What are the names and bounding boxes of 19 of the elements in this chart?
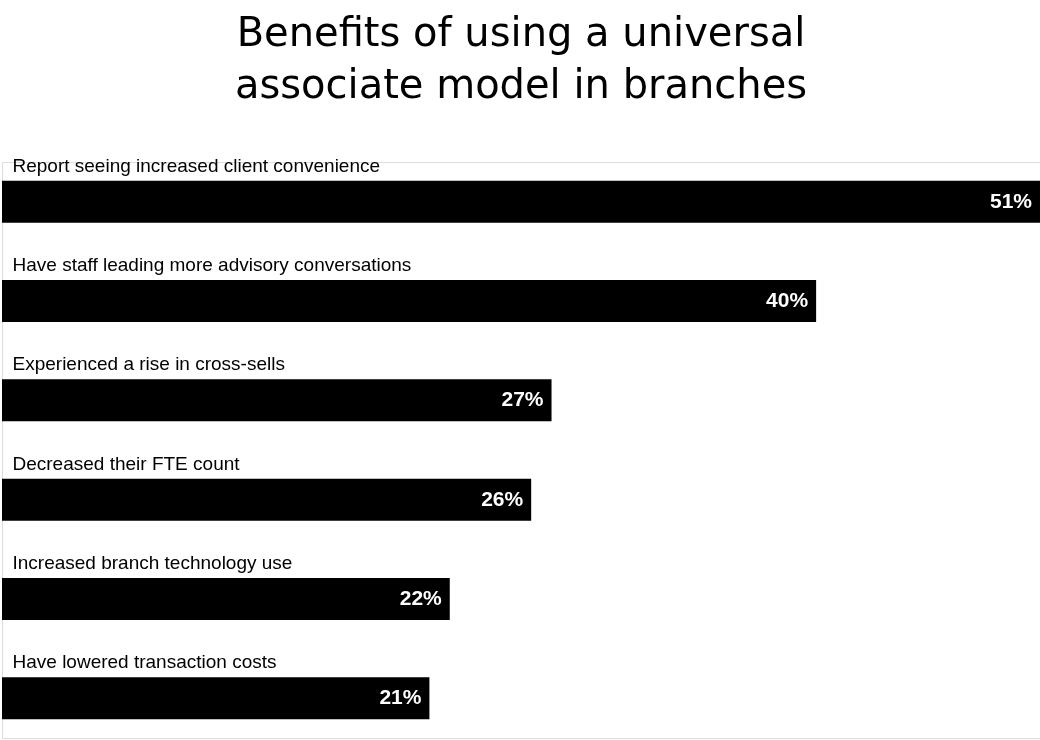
y-tick-label: Have staff leading more advisory conversations [12,254,412,276]
bar [2,478,532,521]
data-label: 40% [766,288,809,312]
y-tick-label: Report seeing increased client convenience [12,154,381,176]
y-tick-label: Increased branch technology use [12,551,293,573]
data-label: 26% [481,486,524,510]
data-label: 51% [989,188,1033,212]
bar [2,180,1040,223]
data-label: 22% [399,585,443,609]
bar [2,677,430,720]
bar [2,379,552,422]
chart-title: Benefits of using a universal associate model in branches [234,9,808,108]
bar [2,577,450,620]
y-tick-label: Decreased their FTE count [12,452,241,474]
data-label: 27% [501,387,544,411]
y-tick-label: Experienced a rise in cross-sells [12,353,285,375]
bar [2,280,817,323]
y-tick-label: Have lowered transaction costs [12,651,277,673]
data-label: 21% [379,685,422,709]
